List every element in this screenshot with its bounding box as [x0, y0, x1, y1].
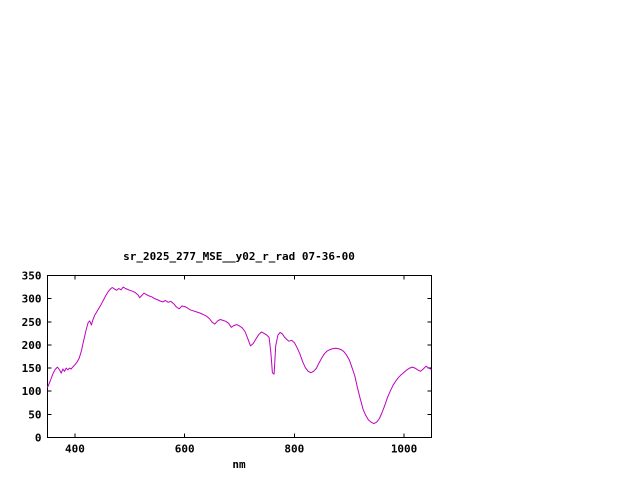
x-axis-label: nm: [232, 458, 246, 471]
x-tick-label: 1000: [391, 443, 418, 456]
chart-title: sr_2025_277_MSE__y02_r_rad 07-36-00: [123, 250, 355, 263]
y-tick-label: 350: [22, 270, 42, 283]
y-tick-label: 200: [22, 339, 42, 352]
plot-border: [47, 275, 432, 438]
y-tick-label: 50: [28, 408, 41, 421]
y-tick-label: 100: [22, 385, 42, 398]
y-tick-label: 300: [22, 293, 42, 306]
y-tick-label: 150: [22, 362, 42, 375]
x-tick-label: 400: [65, 443, 85, 456]
x-tick-label: 800: [284, 443, 304, 456]
y-tick-label: 250: [22, 316, 42, 329]
data-line: [47, 286, 432, 425]
y-tick-label: 0: [35, 432, 42, 445]
x-tick-label: 600: [175, 443, 195, 456]
